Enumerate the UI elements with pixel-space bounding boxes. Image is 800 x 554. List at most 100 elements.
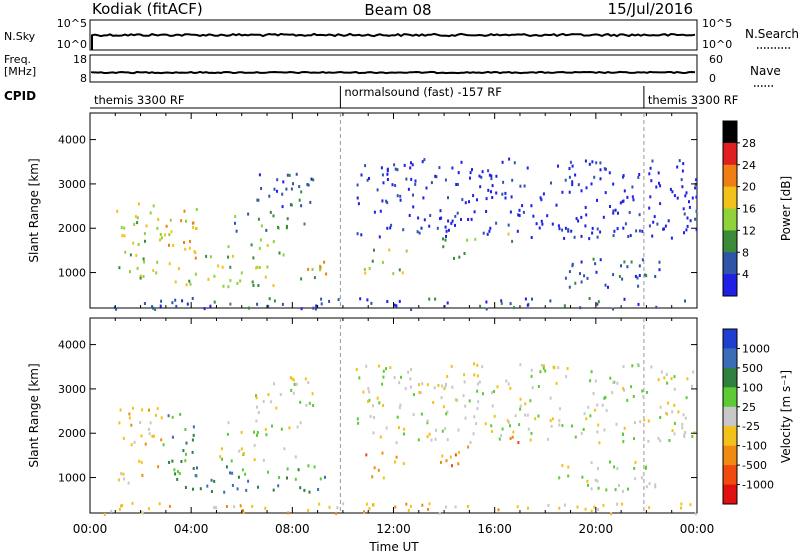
- range-gate-cell: [231, 483, 234, 487]
- range-gate-cell: [622, 174, 625, 178]
- range-gate-cell: [576, 505, 579, 509]
- range-gate-cell: [447, 228, 450, 232]
- range-gate-cell: [535, 222, 538, 226]
- range-gate-cell: [587, 405, 590, 409]
- range-gate-cell: [682, 413, 685, 417]
- range-gate-cell: [319, 268, 322, 272]
- range-gate-cell: [229, 265, 232, 269]
- range-gate-cell: [117, 478, 120, 482]
- range-gate-cell: [571, 183, 574, 187]
- range-gate-cell: [612, 307, 615, 311]
- range-gate-cell: [471, 168, 473, 172]
- range-gate-cell: [507, 223, 510, 227]
- range-gate-cell: [594, 379, 597, 383]
- range-gate-cell: [564, 226, 567, 230]
- range-gate-cell: [655, 305, 658, 309]
- range-gate-cell: [174, 472, 177, 476]
- range-gate-cell: [275, 406, 278, 410]
- range-gate-cell: [587, 483, 589, 487]
- range-gate-cell: [364, 164, 367, 168]
- range-gate-cell: [178, 472, 181, 476]
- range-gate-cell: [119, 408, 122, 412]
- range-gate-cell: [409, 166, 412, 170]
- range-gate-cell: [168, 243, 170, 247]
- range-gate-cell: [414, 182, 417, 186]
- noise-tick-top-right: 10^5: [702, 17, 732, 30]
- range-gate-cell: [622, 175, 624, 179]
- range-gate-cell: [479, 304, 482, 308]
- colorbar-tick-label: 25: [742, 401, 756, 414]
- range-gate-cell: [557, 224, 560, 228]
- range-gate-cell: [463, 380, 466, 384]
- range-gate-cell: [363, 510, 365, 514]
- y-tick-label: 1000: [58, 267, 86, 280]
- range-gate-cell: [623, 260, 626, 264]
- range-gate-cell: [460, 218, 462, 221]
- range-gate-cell: [335, 511, 338, 515]
- range-gate-cell: [571, 262, 574, 266]
- range-gate-cell: [585, 213, 588, 217]
- range-gate-cell: [590, 182, 593, 186]
- range-gate-cell: [140, 434, 143, 438]
- range-gate-cell: [186, 302, 189, 306]
- range-gate-cell: [599, 258, 602, 262]
- range-gate-cell: [475, 422, 478, 426]
- range-gate-cell: [151, 434, 154, 438]
- range-gate-cell: [463, 373, 466, 377]
- range-gate-cell: [273, 187, 276, 191]
- range-gate-cell: [291, 377, 294, 381]
- range-gate-cell: [622, 440, 625, 444]
- panel-frame: [89, 112, 698, 309]
- range-gate-cell: [210, 490, 213, 493]
- range-gate-cell: [678, 159, 681, 163]
- range-gate-cell: [404, 387, 407, 390]
- range-gate-cell: [623, 388, 625, 392]
- range-gate-cell: [399, 403, 402, 407]
- range-gate-cell: [590, 370, 593, 374]
- station-title: Kodiak (fitACF): [92, 0, 203, 18]
- range-gate-cell: [268, 194, 271, 198]
- range-gate-cell: [233, 505, 236, 509]
- range-gate-cell: [519, 363, 522, 367]
- range-gate-cell: [359, 297, 362, 301]
- range-gate-cell: [393, 303, 396, 307]
- range-gate-cell: [434, 174, 437, 178]
- range-gate-cell: [557, 164, 559, 168]
- range-gate-cell: [287, 511, 290, 515]
- range-gate-cell: [323, 260, 326, 264]
- range-gate-cell: [386, 172, 389, 176]
- range-gate-cell: [426, 419, 429, 423]
- range-gate-cell: [408, 214, 411, 217]
- range-gate-cell: [222, 284, 225, 288]
- range-gate-cell: [311, 267, 314, 271]
- range-gate-cell: [660, 370, 663, 374]
- range-gate-cell: [653, 215, 656, 219]
- range-gate-cell: [604, 395, 607, 399]
- range-gate-cell: [356, 196, 359, 200]
- colorbar-tick-label: -100: [742, 440, 767, 453]
- range-gate-cell: [438, 511, 441, 515]
- range-gate-cell: [469, 171, 472, 175]
- range-gate-cell: [688, 205, 691, 209]
- range-gate-cell: [373, 210, 376, 214]
- range-gate-cell: [426, 421, 429, 425]
- range-gate-cell: [445, 412, 448, 416]
- noise-right-label: N.Search: [745, 27, 799, 41]
- range-gate-cell: [149, 421, 152, 425]
- range-gate-cell: [457, 428, 460, 432]
- range-gate-cell: [511, 435, 514, 439]
- range-gate-cell: [616, 502, 619, 506]
- range-gate-cell: [123, 226, 126, 230]
- range-gate-cell: [289, 376, 292, 380]
- range-gate-cell: [244, 472, 247, 476]
- range-gate-cell: [382, 404, 385, 407]
- range-gate-cell: [485, 197, 488, 201]
- range-gate-cell: [417, 438, 420, 442]
- range-gate-cell: [445, 383, 447, 386]
- range-gate-cell: [257, 284, 260, 287]
- range-gate-cell: [286, 467, 289, 471]
- range-gate-cell: [423, 158, 426, 162]
- range-gate-cell: [574, 173, 577, 177]
- range-gate-cell: [320, 302, 323, 306]
- range-gate-cell: [281, 205, 284, 209]
